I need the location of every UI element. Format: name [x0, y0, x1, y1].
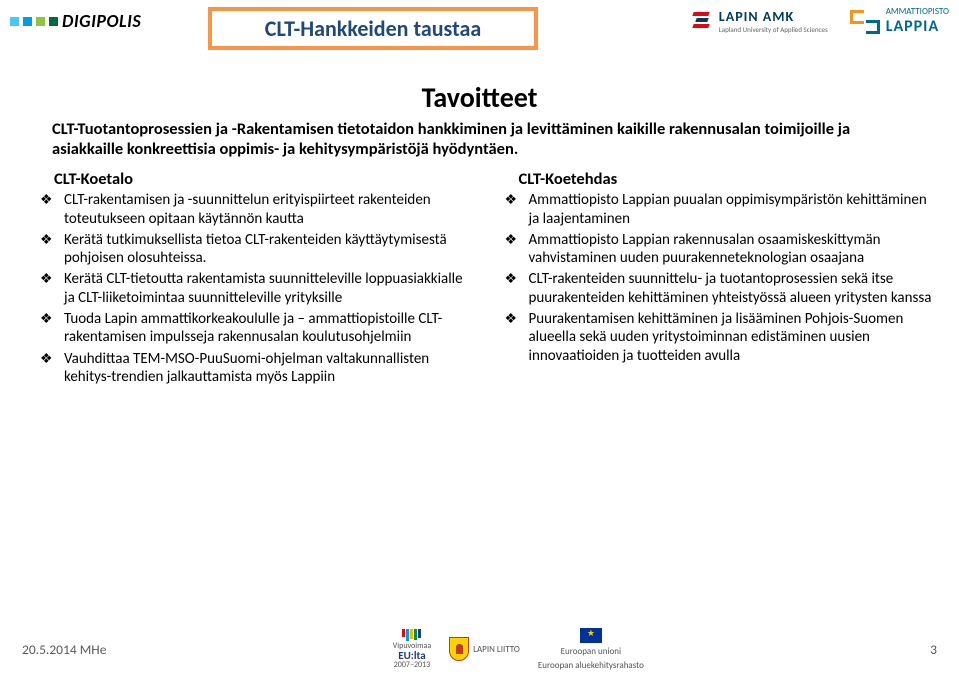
eu-flag-icon	[580, 628, 602, 643]
footer: 20.5.2014 MHe Vipuvoimaa EU:lta 2007–201…	[0, 627, 959, 671]
list-item: Vauhdittaa TEM-MSO-PuuSuomi-ohjelman val…	[34, 350, 475, 387]
intro-text: CLT-Tuotantoprosessien ja -Rakentamisen …	[52, 119, 907, 159]
title-box: CLT-Hankkeiden taustaa	[208, 7, 538, 50]
lapin-amk-logo: LAPIN AMK Lapland University of Applied …	[693, 8, 828, 34]
footer-logos: Vipuvoimaa EU:lta 2007–2013 LAPIN LIITTO…	[393, 628, 644, 671]
list-item: Puurakentamisen kehittäminen ja lisäämin…	[499, 310, 940, 365]
digipolis-text: DIGIPOLIS	[62, 10, 141, 32]
subtitle: Tavoitteet	[0, 80, 959, 115]
left-col-title: CLT-Koetalo	[54, 169, 475, 189]
right-col-title: CLT-Koetehdas	[519, 169, 940, 189]
lappia-small: AMMATTIOPISTO	[886, 6, 949, 17]
lapin-amk-icon	[693, 10, 715, 32]
digipolis-logo: DIGIPOLIS	[10, 10, 141, 32]
liitto-icon	[449, 637, 469, 661]
eu-l1: Euroopan unioni	[561, 647, 621, 657]
page-number: 3	[930, 641, 937, 658]
left-bullets: CLT-rakentamisen ja -suunnittelun erityi…	[34, 191, 475, 386]
list-item: Kerätä CLT-tietoutta rakentamista suunni…	[34, 270, 475, 307]
eu-l2: Euroopan aluekehitysrahasto	[538, 661, 644, 671]
list-item: CLT-rakentamisen ja -suunnittelun erityi…	[34, 191, 475, 228]
left-column: CLT-Koetalo CLT-rakentamisen ja -suunnit…	[34, 169, 475, 389]
list-item: Tuoda Lapin ammattikorkeakoululle ja – a…	[34, 310, 475, 347]
right-column: CLT-Koetehdas Ammattiopisto Lappian puua…	[499, 169, 940, 389]
lappia-name: LAPPIA	[886, 17, 949, 36]
lappia-logo: AMMATTIOPISTO LAPPIA	[850, 6, 949, 36]
right-bullets: Ammattiopisto Lappian puualan oppimisymp…	[499, 191, 940, 365]
liitto-text: LAPIN LIITTO	[473, 644, 520, 655]
eu-logo: Euroopan unioni Euroopan aluekehitysraha…	[538, 628, 644, 671]
list-item: Ammattiopisto Lappian rakennusalan osaam…	[499, 231, 940, 268]
header: DIGIPOLIS CLT-Hankkeiden taustaa LAPIN A…	[0, 0, 959, 78]
lapin-amk-name: LAPIN AMK	[719, 8, 828, 25]
list-item: CLT-rakenteiden suunnittelu- ja tuotanto…	[499, 270, 940, 307]
lappia-icon	[850, 6, 880, 36]
vipu-l3: 2007–2013	[394, 661, 430, 669]
list-item: Ammattiopisto Lappian puualan oppimisymp…	[499, 191, 940, 228]
slide: DIGIPOLIS CLT-Hankkeiden taustaa LAPIN A…	[0, 0, 959, 681]
vipuvoimaa-logo: Vipuvoimaa EU:lta 2007–2013	[393, 629, 431, 669]
footer-date: 20.5.2014 MHe	[22, 641, 106, 658]
lapin-liitto-logo: LAPIN LIITTO	[449, 637, 520, 661]
columns: CLT-Koetalo CLT-rakentamisen ja -suunnit…	[34, 169, 939, 389]
list-item: Kerätä tutkimuksellista tietoa CLT-raken…	[34, 231, 475, 268]
lapin-amk-sub: Lapland University of Applied Sciences	[719, 25, 828, 34]
title-text: CLT-Hankkeiden taustaa	[265, 15, 481, 42]
partner-logos: LAPIN AMK Lapland University of Applied …	[693, 6, 949, 36]
